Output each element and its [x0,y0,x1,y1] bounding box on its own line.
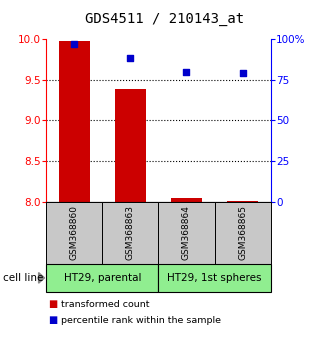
Text: ■: ■ [48,315,57,325]
Bar [158,202,215,264]
Point [240,70,245,76]
Text: GDS4511 / 210143_at: GDS4511 / 210143_at [85,12,245,27]
FancyArrow shape [39,273,45,283]
Bar [46,202,102,264]
Point [184,69,189,74]
Bar [115,90,146,202]
Text: transformed count: transformed count [61,300,149,309]
Point [72,41,77,47]
Text: GSM368863: GSM368863 [126,205,135,260]
Bar [102,202,158,264]
Text: GSM368865: GSM368865 [238,205,247,260]
Text: percentile rank within the sample: percentile rank within the sample [61,316,221,325]
Bar [171,198,202,202]
Bar [214,202,271,264]
Text: ■: ■ [48,299,57,309]
Point [128,56,133,61]
Bar [227,201,258,202]
Text: GSM368860: GSM368860 [70,205,79,260]
Text: GSM368864: GSM368864 [182,205,191,260]
Bar [46,264,158,292]
Text: cell line: cell line [3,273,44,283]
Bar [158,264,271,292]
Text: HT29, 1st spheres: HT29, 1st spheres [167,273,262,283]
Text: HT29, parental: HT29, parental [64,273,141,283]
Bar [59,41,90,202]
